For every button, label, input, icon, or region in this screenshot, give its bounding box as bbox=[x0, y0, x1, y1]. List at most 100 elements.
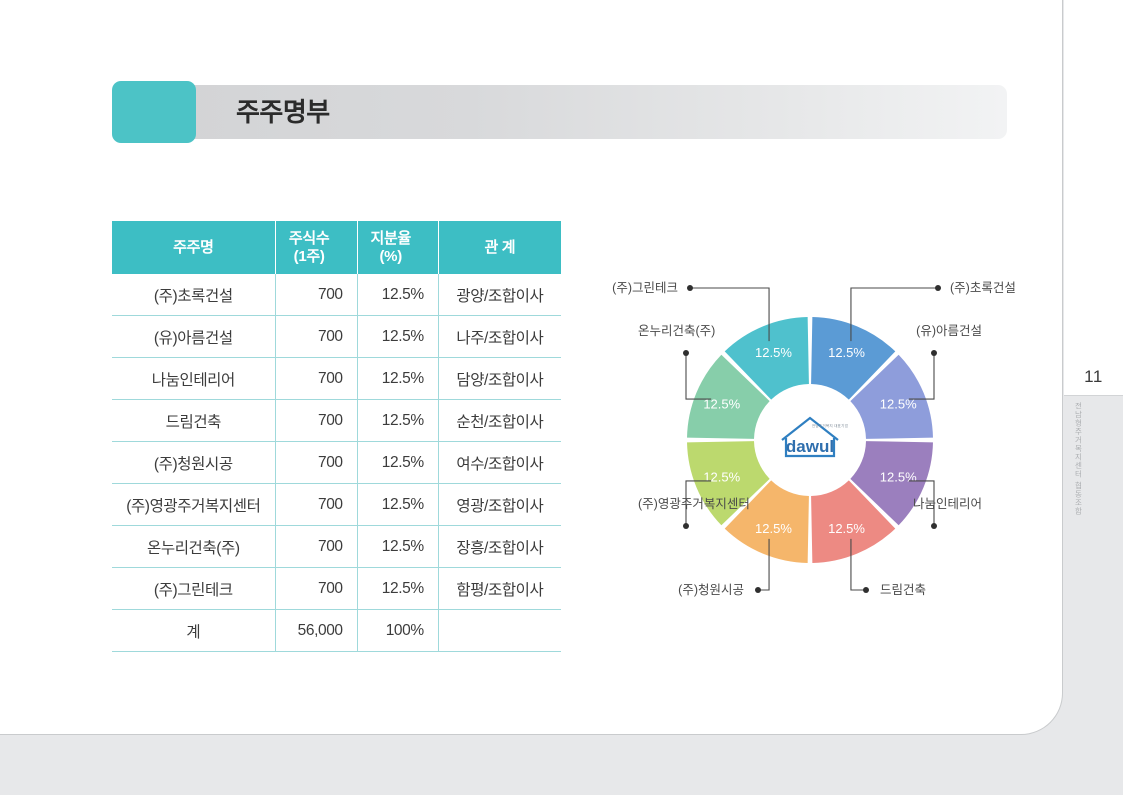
cell-share-count: 700 bbox=[275, 567, 358, 610]
ownership-donut-chart: 12.5% 12.5% 12.5% 12.5% 12.5% 12.5% 12.5% 12.5%… bbox=[598, 258, 1038, 618]
donut-callout-dot bbox=[755, 587, 761, 593]
cell-ownership-ratio: 12.5% bbox=[357, 567, 439, 610]
house-icon bbox=[781, 416, 839, 458]
cell-shareholder-name: (주)초록건설 bbox=[112, 274, 276, 316]
cell-shareholder-name: 나눔인테리어 bbox=[112, 357, 276, 400]
donut-svg: 12.5%12.5%12.5%12.5%12.5%12.5%12.5%12.5%… bbox=[612, 281, 1016, 597]
donut-slice[interactable] bbox=[811, 480, 896, 563]
cell-ownership-ratio: 100% bbox=[357, 609, 439, 652]
donut-callout-dot bbox=[683, 523, 689, 529]
donut-callout: (주)초록건설 bbox=[850, 281, 1016, 342]
cell-share-count: 56,000 bbox=[275, 609, 358, 652]
table-row: 나눔인테리어 700 12.5% 담양/조합이사 bbox=[112, 357, 561, 400]
donut-slice-value: 12.5% bbox=[880, 470, 917, 485]
column-header-shares: 주식수 (1주) bbox=[275, 221, 358, 274]
donut-slice[interactable] bbox=[687, 354, 770, 439]
donut-callout-label: 드림건축 bbox=[880, 583, 926, 597]
column-header-name: 주주명 bbox=[112, 221, 276, 274]
cell-relation: 나주/조합이사 bbox=[438, 315, 561, 358]
logo-wordmark: dawul bbox=[786, 437, 834, 456]
donut-callout-label: (주)청원시공 bbox=[678, 583, 744, 597]
column-header-relation: 관 계 bbox=[438, 221, 561, 274]
table-row: (유)아름건설 700 12.5% 나주/조합이사 bbox=[112, 315, 561, 358]
table-row: (주)영광주거복지센터 700 12.5% 영광/조합이사 bbox=[112, 483, 561, 526]
donut-callout: 드림건축 bbox=[850, 538, 926, 597]
shareholder-table: 주주명 주식수 (1주) 지분율 (%) 관 계 (주)초록건설 700 12.5%… bbox=[112, 221, 561, 652]
donut-callout-leader bbox=[850, 287, 938, 342]
cell-share-count: 700 bbox=[275, 483, 358, 526]
donut-callout-leader bbox=[685, 480, 712, 526]
donut-slices bbox=[687, 317, 933, 563]
donut-callout-dot bbox=[683, 350, 689, 356]
donut-callout: 온누리건축(주) bbox=[638, 324, 715, 400]
donut-callout: (주)그린테크 bbox=[612, 281, 770, 342]
donut-callout-leader bbox=[690, 287, 770, 342]
cell-shareholder-name: 드림건축 bbox=[112, 399, 276, 442]
page-number: 11 bbox=[1084, 367, 1103, 386]
donut-callout: (유)아름건설 bbox=[908, 324, 982, 400]
cell-relation: 광양/조합이사 bbox=[438, 274, 561, 316]
side-tab bbox=[1064, 395, 1123, 795]
donut-slice[interactable] bbox=[724, 317, 809, 400]
donut-callout: 나눔인테리어 bbox=[908, 480, 982, 529]
cell-shareholder-name: (주)영광주거복지센터 bbox=[112, 483, 276, 526]
table-row: 온누리건축(주) 700 12.5% 장흥/조합이사 bbox=[112, 525, 561, 568]
cell-share-count: 700 bbox=[275, 315, 358, 358]
donut-slice-value: 12.5% bbox=[755, 345, 792, 360]
section-title-bar bbox=[182, 85, 1007, 139]
donut-slice[interactable] bbox=[687, 441, 770, 526]
donut-slice-value: 12.5% bbox=[880, 396, 917, 411]
column-header-ratio-line2: (%) bbox=[379, 247, 402, 265]
section-header: 03 주주명부 bbox=[112, 81, 1007, 143]
donut-callout-label: (주)그린테크 bbox=[612, 281, 678, 295]
donut-slice-value: 12.5% bbox=[703, 470, 740, 485]
cell-share-count: 700 bbox=[275, 525, 358, 568]
donut-callout-dot bbox=[931, 350, 937, 356]
cell-shareholder-name: (유)아름건설 bbox=[112, 315, 276, 358]
donut-slice-value: 12.5% bbox=[828, 521, 865, 536]
donut-slice[interactable] bbox=[724, 480, 809, 563]
cell-shareholder-name: (주)그린테크 bbox=[112, 567, 276, 610]
table-row-total: 계 56,000 100% bbox=[112, 609, 561, 652]
donut-callout-leader bbox=[850, 538, 866, 591]
page-title: 주주명부 bbox=[236, 97, 330, 127]
donut-slice[interactable] bbox=[850, 354, 933, 439]
donut-callout-dot bbox=[935, 285, 941, 291]
cell-relation bbox=[438, 609, 561, 652]
donut-callout-label: (유)아름건설 bbox=[916, 324, 982, 338]
cell-share-count: 700 bbox=[275, 274, 358, 316]
cell-relation: 여수/조합이사 bbox=[438, 441, 561, 484]
donut-callout-leader bbox=[758, 538, 770, 591]
side-tab-label: 전남형주거복지센터 협동조합 bbox=[1074, 402, 1083, 516]
donut-slice-value: 12.5% bbox=[755, 521, 792, 536]
cell-relation: 담양/조합이사 bbox=[438, 357, 561, 400]
section-number-badge bbox=[112, 81, 196, 143]
donut-callout-leader bbox=[685, 353, 712, 400]
donut-callout-dot bbox=[863, 587, 869, 593]
donut-slice-value: 12.5% bbox=[828, 345, 865, 360]
table-header-row: 주주명 주식수 (1주) 지분율 (%) 관 계 bbox=[112, 221, 561, 274]
donut-callout-dot bbox=[931, 523, 937, 529]
logo-tagline: 전남주거복지 대표기업 bbox=[812, 423, 848, 428]
table-row: (주)그린테크 700 12.5% 함평/조합이사 bbox=[112, 567, 561, 610]
cell-shareholder-name: (주)청원시공 bbox=[112, 441, 276, 484]
donut-callout-label: 온누리건축(주) bbox=[638, 324, 715, 338]
dawul-logo: dawul 전남주거복지 대표기업 bbox=[758, 388, 862, 492]
donut-callout-label: 나눔인테리어 bbox=[913, 497, 982, 511]
table-row: (주)초록건설 700 12.5% 광양/조합이사 bbox=[112, 274, 561, 316]
donut-callout-label: (주)초록건설 bbox=[950, 281, 1016, 295]
cell-relation: 영광/조합이사 bbox=[438, 483, 561, 526]
column-header-ratio: 지분율 (%) bbox=[357, 221, 439, 274]
cell-ownership-ratio: 12.5% bbox=[357, 274, 439, 316]
donut-callout-leader bbox=[908, 480, 935, 526]
column-header-shares-line1: 주식수 bbox=[288, 229, 330, 247]
donut-callout: (주)청원시공 bbox=[678, 538, 770, 597]
donut-slice[interactable] bbox=[850, 441, 933, 526]
cell-relation: 장흥/조합이사 bbox=[438, 525, 561, 568]
donut-slice-labels: 12.5% 12.5% 12.5% 12.5% 12.5% 12.5% 12.5% 12.5% bbox=[703, 345, 917, 536]
column-header-relation-line1: 관 계 bbox=[484, 238, 516, 256]
table-row: 드림건축 700 12.5% 순천/조합이사 bbox=[112, 399, 561, 442]
cell-ownership-ratio: 12.5% bbox=[357, 441, 439, 484]
donut-slice[interactable] bbox=[811, 317, 896, 400]
